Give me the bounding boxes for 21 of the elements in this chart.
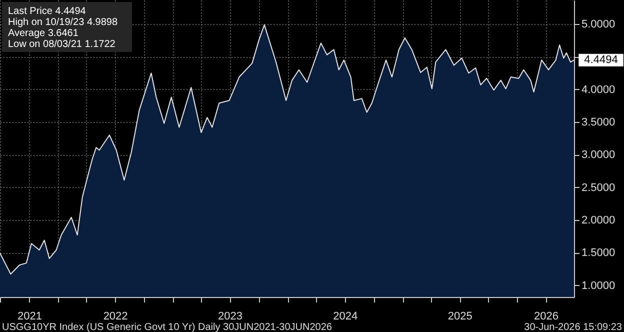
y-tick-label: 1.5000 bbox=[582, 247, 616, 260]
annotation: High on 10/19/23 4.9898 bbox=[8, 17, 118, 28]
y-tick-label: 3.0000 bbox=[582, 149, 616, 162]
x-tick-label: 2023 bbox=[218, 310, 243, 322]
y-tick-label: 3.5000 bbox=[582, 116, 616, 129]
x-tick-label: 2026 bbox=[534, 310, 558, 322]
y-tick-label: 1.0000 bbox=[582, 280, 616, 292]
y-tick-label: 4.0000 bbox=[582, 84, 616, 96]
x-tick-label: 2022 bbox=[103, 310, 128, 322]
x-tick-label: 2025 bbox=[448, 310, 472, 322]
x-tick-label: 2021 bbox=[17, 310, 42, 322]
y-tick-label: 2.5000 bbox=[582, 182, 616, 194]
y-tick-label: 5.0000 bbox=[582, 18, 616, 31]
annotation: Low on 08/03/21 1.1722 bbox=[8, 39, 116, 50]
text: USGG10YR Index (US Generic Govt 10 Yr) Daily 30JUN2021-30JUN2026 bbox=[2, 322, 332, 332]
annotation: Last Price 4.4494 bbox=[8, 6, 86, 17]
x-tick-label: 2024 bbox=[333, 310, 358, 322]
text: 30-Jun-2026 15:09:23 bbox=[524, 322, 622, 332]
y-tick-label: 2.0000 bbox=[582, 214, 616, 226]
annotation: 4.4494 bbox=[584, 54, 618, 66]
annotation: Average 3.6461 bbox=[8, 28, 79, 39]
